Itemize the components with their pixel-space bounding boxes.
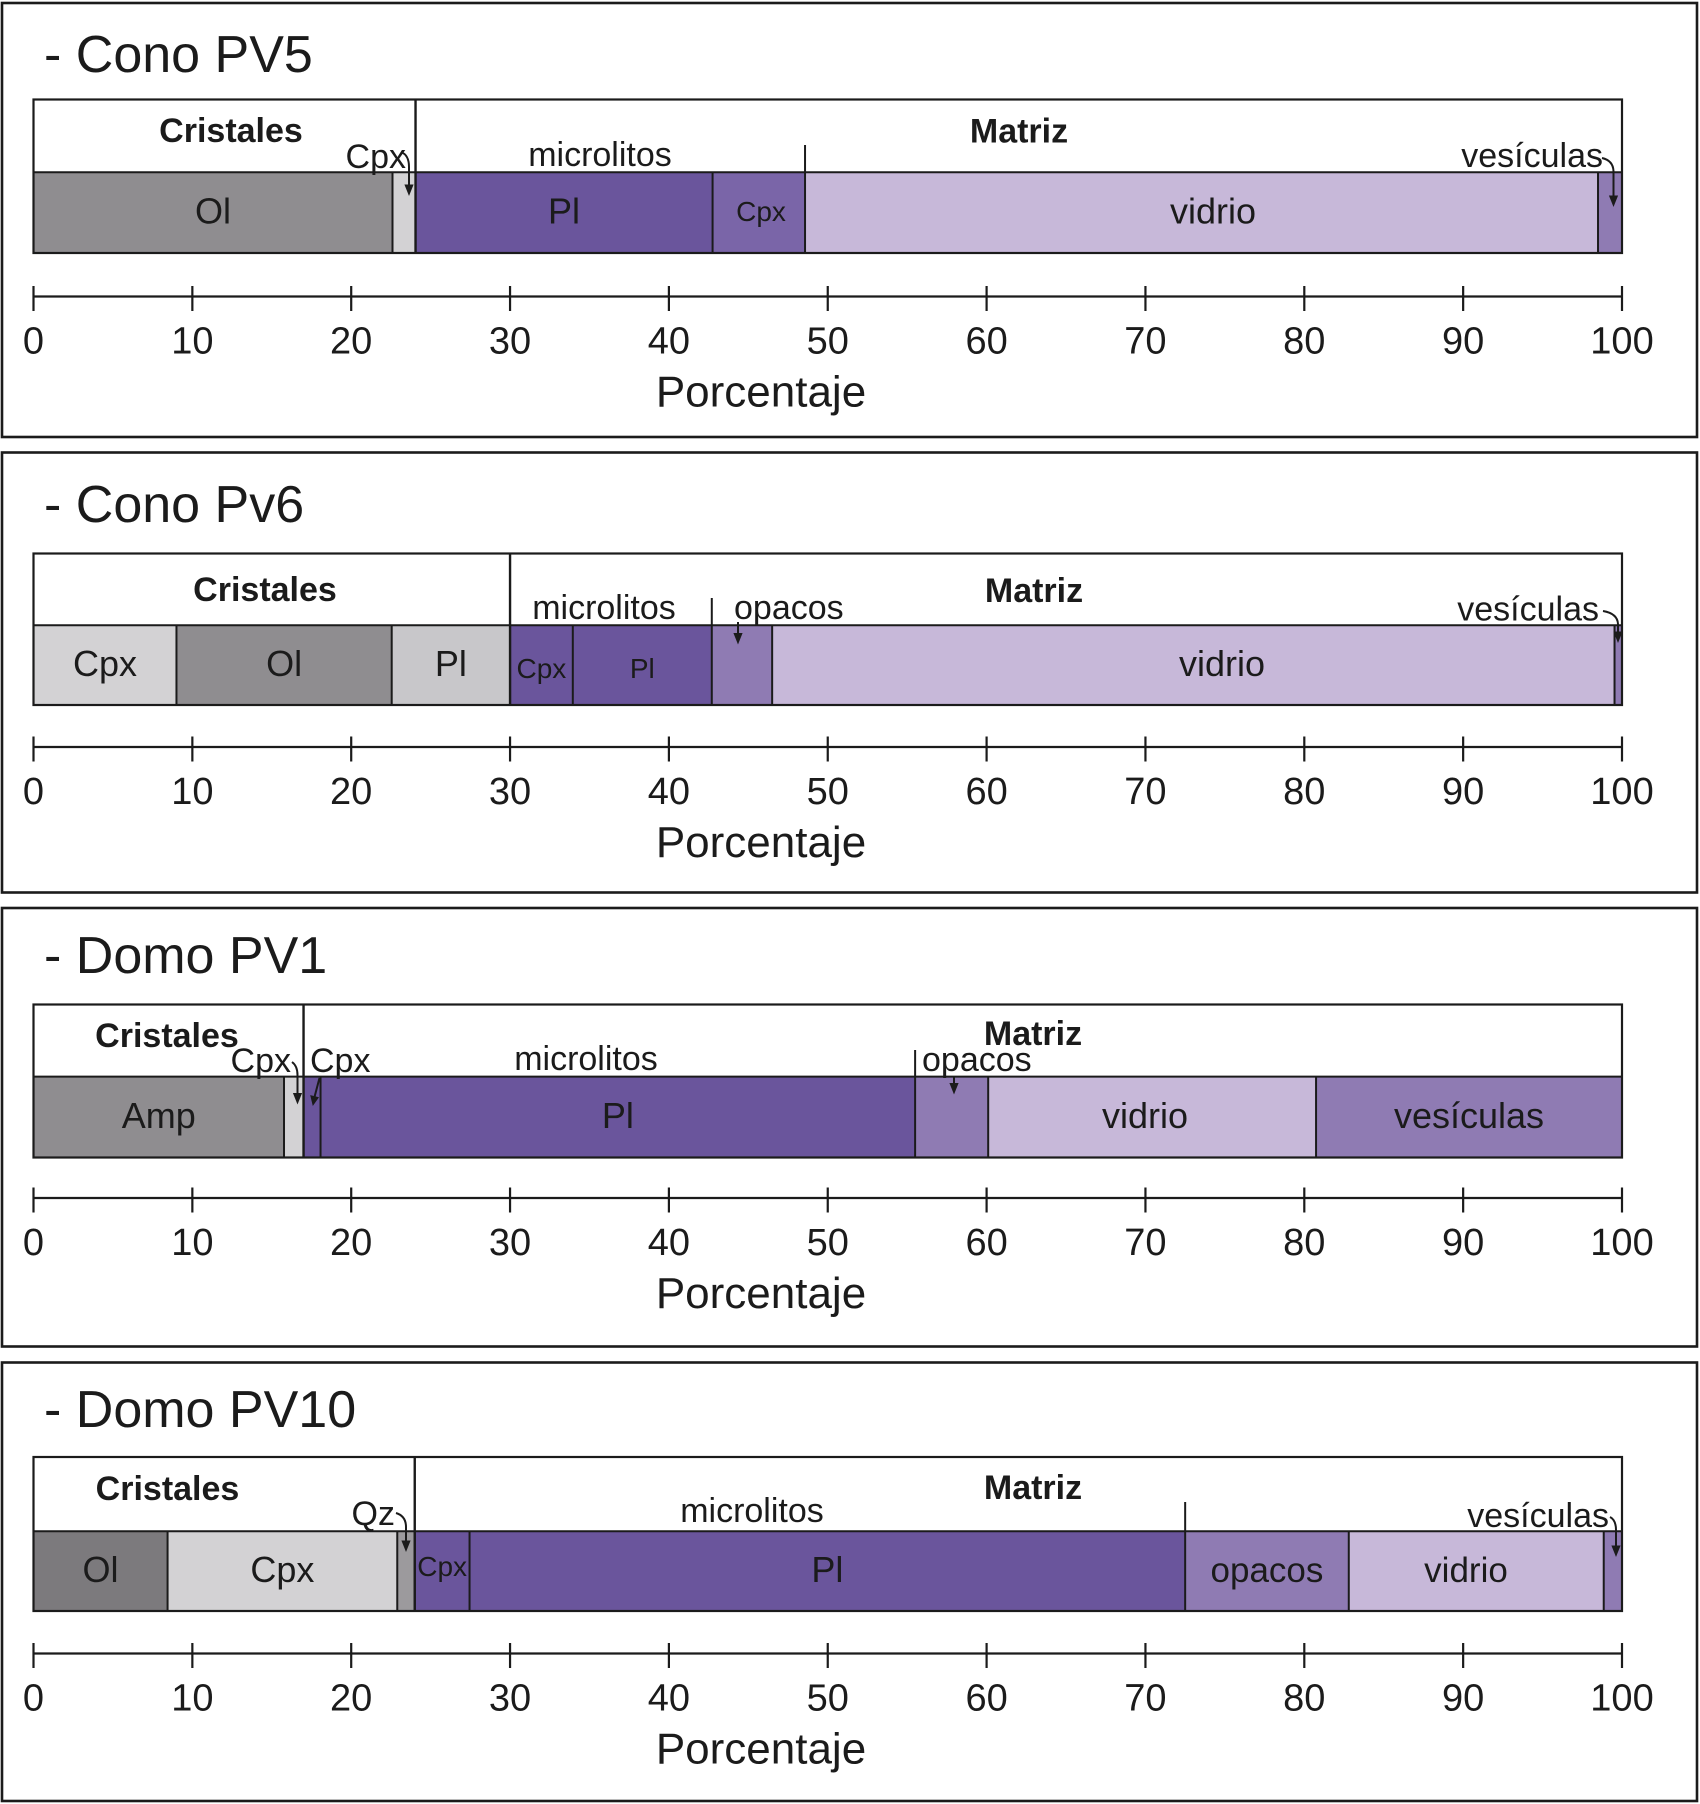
svg-text:opacos: opacos [922, 1041, 1032, 1079]
svg-text:100: 100 [1590, 1222, 1653, 1264]
svg-text:Cpx: Cpx [310, 1042, 370, 1080]
svg-text:Matriz: Matriz [970, 113, 1068, 151]
svg-text:Pl: Pl [630, 653, 655, 684]
svg-text:Cpx: Cpx [73, 643, 137, 684]
svg-text:10: 10 [171, 771, 213, 813]
svg-text:Pl: Pl [811, 1549, 843, 1590]
svg-text:40: 40 [648, 1678, 690, 1720]
svg-text:0: 0 [23, 771, 44, 813]
svg-text:Amp: Amp [122, 1095, 196, 1136]
svg-text:10: 10 [171, 321, 213, 363]
svg-text:Matriz: Matriz [985, 572, 1083, 610]
svg-text:40: 40 [648, 1222, 690, 1264]
svg-text:Qz: Qz [352, 1495, 395, 1533]
svg-text:vesículas: vesículas [1457, 591, 1599, 629]
svg-text:60: 60 [965, 321, 1007, 363]
svg-text:50: 50 [807, 771, 849, 813]
svg-text:microlitos: microlitos [532, 589, 676, 627]
svg-text:20: 20 [330, 1222, 372, 1264]
svg-text:vidrio: vidrio [1179, 643, 1265, 684]
svg-text:vesículas: vesículas [1461, 137, 1603, 175]
svg-text:60: 60 [965, 1678, 1007, 1720]
svg-text:Ol: Ol [266, 643, 302, 684]
svg-text:vesículas: vesículas [1467, 1497, 1609, 1535]
svg-text:60: 60 [965, 771, 1007, 813]
svg-text:20: 20 [330, 321, 372, 363]
svg-text:Cpx: Cpx [346, 138, 406, 176]
svg-text:10: 10 [171, 1678, 213, 1720]
svg-text:microlitos: microlitos [514, 1040, 658, 1078]
svg-text:90: 90 [1442, 771, 1484, 813]
svg-text:Matriz: Matriz [984, 1015, 1082, 1053]
svg-text:opacos: opacos [734, 589, 844, 627]
svg-text:90: 90 [1442, 1678, 1484, 1720]
svg-text:70: 70 [1124, 1678, 1166, 1720]
svg-text:50: 50 [807, 1222, 849, 1264]
svg-text:Cpx: Cpx [736, 196, 786, 227]
svg-text:vidrio: vidrio [1424, 1551, 1508, 1590]
svg-text:microlitos: microlitos [680, 1492, 824, 1530]
svg-text:Cpx: Cpx [417, 1551, 467, 1582]
svg-text:Porcentaje: Porcentaje [656, 368, 866, 417]
svg-text:Ol: Ol [195, 191, 231, 232]
svg-text:opacos: opacos [1211, 1551, 1324, 1590]
svg-text:70: 70 [1124, 1222, 1166, 1264]
svg-text:Ol: Ol [83, 1549, 119, 1590]
svg-text:Pl: Pl [435, 643, 467, 684]
svg-text:10: 10 [171, 1222, 213, 1264]
svg-text:100: 100 [1590, 1678, 1653, 1720]
svg-text:- Cono Pv6: - Cono Pv6 [44, 476, 304, 534]
svg-text:30: 30 [489, 1678, 531, 1720]
svg-text:Pl: Pl [548, 191, 580, 232]
svg-text:microlitos: microlitos [528, 136, 672, 174]
svg-text:Porcentaje: Porcentaje [656, 818, 866, 867]
svg-text:Cristales: Cristales [95, 1017, 239, 1055]
svg-text:90: 90 [1442, 1222, 1484, 1264]
svg-text:80: 80 [1283, 1222, 1325, 1264]
svg-text:Cristales: Cristales [159, 112, 303, 150]
svg-text:20: 20 [330, 1678, 372, 1720]
svg-text:40: 40 [648, 321, 690, 363]
svg-text:100: 100 [1590, 771, 1653, 813]
svg-text:Cristales: Cristales [193, 571, 337, 609]
svg-text:Porcentaje: Porcentaje [656, 1269, 866, 1318]
svg-text:60: 60 [965, 1222, 1007, 1264]
svg-text:30: 30 [489, 1222, 531, 1264]
svg-text:30: 30 [489, 771, 531, 813]
svg-text:50: 50 [807, 321, 849, 363]
svg-text:0: 0 [23, 1222, 44, 1264]
svg-text:- Cono PV5: - Cono PV5 [44, 26, 313, 84]
svg-text:80: 80 [1283, 321, 1325, 363]
svg-text:- Domo PV10: - Domo PV10 [44, 1381, 356, 1439]
svg-text:80: 80 [1283, 771, 1325, 813]
svg-text:0: 0 [23, 1678, 44, 1720]
svg-text:50: 50 [807, 1678, 849, 1720]
svg-text:- Domo PV1: - Domo PV1 [44, 927, 327, 985]
svg-text:Cpx: Cpx [517, 653, 567, 684]
svg-text:vidrio: vidrio [1170, 191, 1256, 232]
svg-text:70: 70 [1124, 771, 1166, 813]
svg-text:Cpx: Cpx [231, 1042, 291, 1080]
svg-text:20: 20 [330, 771, 372, 813]
svg-text:100: 100 [1590, 321, 1653, 363]
svg-text:vesículas: vesículas [1394, 1095, 1544, 1136]
svg-text:Pl: Pl [602, 1095, 634, 1136]
svg-text:Porcentaje: Porcentaje [656, 1725, 866, 1774]
svg-text:Cpx: Cpx [250, 1549, 314, 1590]
svg-text:40: 40 [648, 771, 690, 813]
svg-text:90: 90 [1442, 321, 1484, 363]
svg-text:Cristales: Cristales [96, 1470, 240, 1508]
svg-text:30: 30 [489, 321, 531, 363]
svg-text:70: 70 [1124, 321, 1166, 363]
svg-text:80: 80 [1283, 1678, 1325, 1720]
svg-text:0: 0 [23, 321, 44, 363]
svg-text:Matriz: Matriz [984, 1469, 1082, 1507]
svg-text:vidrio: vidrio [1102, 1095, 1188, 1136]
